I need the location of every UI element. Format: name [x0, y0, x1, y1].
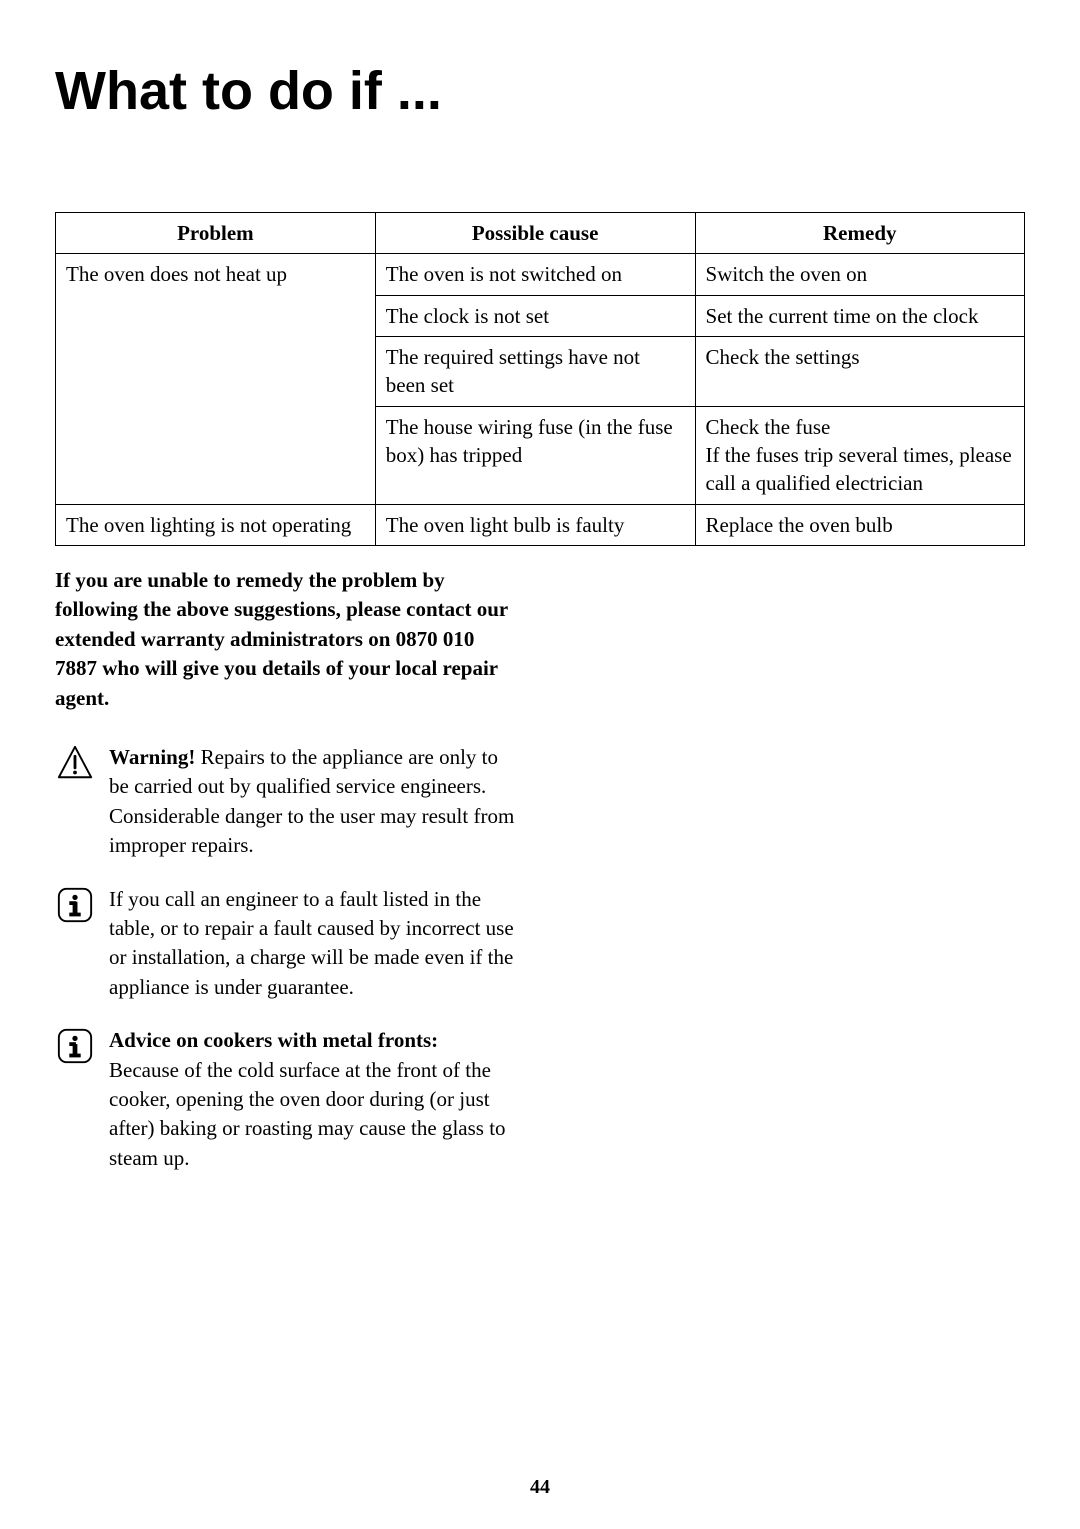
troubleshooting-table: Problem Possible cause Remedy The oven d… [55, 212, 1025, 546]
table-row: The oven lighting is not operating The o… [56, 504, 1025, 545]
cell-remedy: Switch the oven on [695, 254, 1024, 295]
info-block-2: Advice on cookers with metal fronts: Bec… [55, 1026, 521, 1173]
warning-icon [55, 743, 95, 783]
cell-cause: The oven is not switched on [375, 254, 695, 295]
cell-problem: The oven does not heat up [56, 254, 376, 504]
page-title: What to do if ... [55, 60, 1025, 122]
warning-block: Warning! Repairs to the appliance are on… [55, 743, 521, 861]
header-remedy: Remedy [695, 213, 1024, 254]
info-icon [55, 1026, 95, 1066]
cell-cause: The oven light bulb is faulty [375, 504, 695, 545]
cell-remedy: Check the settings [695, 337, 1024, 407]
page-number: 44 [0, 1476, 1080, 1499]
cell-cause: The clock is not set [375, 295, 695, 336]
cell-remedy: Replace the oven bulb [695, 504, 1024, 545]
info2-text: Advice on cookers with metal fronts: Bec… [109, 1026, 521, 1173]
info-icon [55, 885, 95, 925]
cell-problem: The oven lighting is not operating [56, 504, 376, 545]
cell-remedy: Check the fuse If the fuses trip several… [695, 406, 1024, 504]
info-block-1: If you call an engineer to a fault liste… [55, 885, 521, 1003]
info1-text: If you call an engineer to a fault liste… [109, 885, 521, 1003]
cell-cause: The house wiring fuse (in the fuse box) … [375, 406, 695, 504]
info2-heading: Advice on cookers with metal fronts: [109, 1028, 438, 1052]
warning-text: Warning! Repairs to the appliance are on… [109, 743, 521, 861]
warning-label: Warning! [109, 745, 195, 769]
cell-cause: The required settings have not been set [375, 337, 695, 407]
notes-column: If you are unable to remedy the problem … [55, 566, 521, 1173]
table-row: The oven does not heat up The oven is no… [56, 254, 1025, 295]
header-cause: Possible cause [375, 213, 695, 254]
cell-remedy: Set the current time on the clock [695, 295, 1024, 336]
table-header-row: Problem Possible cause Remedy [56, 213, 1025, 254]
header-problem: Problem [56, 213, 376, 254]
intro-note: If you are unable to remedy the problem … [55, 566, 521, 713]
info2-body: Because of the cold surface at the front… [109, 1058, 506, 1170]
